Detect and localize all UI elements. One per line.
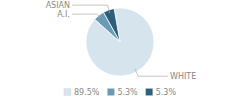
annotations: WHITE A.I.ASIAN	[46, 1, 197, 81]
legend-label: 89.5%	[74, 88, 100, 97]
legend-label: 5.3%	[117, 88, 138, 97]
legend-item: 5.3%	[146, 88, 177, 97]
legend-item: 89.5%	[64, 88, 100, 97]
slice-label: A.I.	[57, 10, 70, 19]
leader-line	[72, 14, 101, 18]
leader-line	[72, 5, 110, 13]
pie-slice	[86, 8, 154, 76]
pie	[86, 8, 154, 76]
legend-swatch	[107, 89, 114, 96]
legend: 89.5% 5.3% 5.3%	[64, 88, 176, 97]
legend-item: 5.3%	[107, 88, 138, 97]
legend-swatch	[64, 89, 71, 96]
chart: WHITE A.I.ASIAN 89.5% 5.3% 5.3%	[0, 0, 240, 100]
leader-line	[135, 69, 168, 76]
slice-label: ASIAN	[46, 1, 70, 10]
legend-label: 5.3%	[156, 88, 177, 97]
legend-swatch	[146, 89, 153, 96]
pie-slice	[103, 9, 120, 42]
slice-label: WHITE	[170, 72, 196, 81]
